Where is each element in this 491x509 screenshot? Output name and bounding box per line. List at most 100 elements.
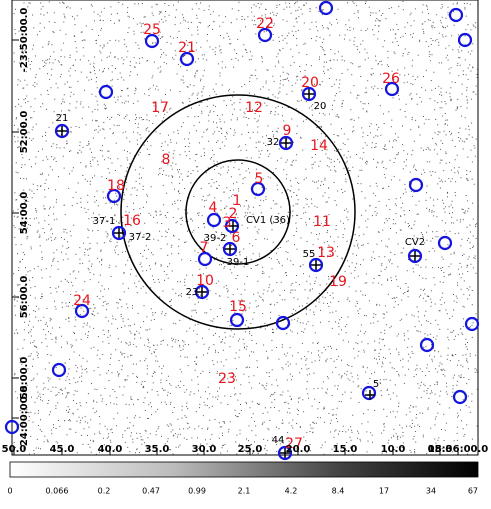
dec-tick-label: -23:50:00.0	[19, 8, 30, 73]
source-label: 2	[229, 206, 238, 222]
plus-marker	[281, 138, 291, 148]
source-circle	[464, 316, 480, 332]
ra-tick-label: 20.0	[286, 444, 311, 455]
source-circle	[4, 419, 20, 435]
source-circle	[448, 7, 464, 23]
source-label: 12	[245, 100, 263, 116]
source-label: 25	[143, 22, 161, 38]
plus-marker	[365, 390, 375, 400]
source-circle	[229, 312, 245, 328]
colorbar-label: 34	[426, 487, 436, 496]
noise-layer	[13, 1, 478, 455]
noise-dots	[13, 1, 478, 455]
source-label: 6	[232, 230, 241, 246]
source-circle	[250, 181, 266, 197]
source-label: 1	[233, 193, 242, 209]
plus-marker	[114, 228, 124, 238]
source-label: 11	[313, 214, 331, 230]
ra-tick-label: 10.0	[381, 444, 406, 455]
source-label: 20	[301, 75, 319, 91]
source-label: 18	[107, 178, 125, 194]
source-circle	[222, 241, 238, 257]
colorbar-label: 17	[379, 487, 389, 496]
annotation: 32	[267, 137, 280, 148]
source-label: 14	[310, 138, 328, 154]
source-circle	[318, 0, 334, 16]
colorbar-label: 4.2	[285, 487, 298, 496]
source-circle	[457, 32, 473, 48]
source-circle	[54, 123, 70, 139]
plus-marker	[311, 260, 321, 270]
annotation: 37-1	[93, 216, 116, 227]
source-label: 26	[382, 71, 400, 87]
annotation: 21	[56, 113, 69, 124]
dec-tick-label: 58:00.0	[19, 357, 30, 400]
source-circle	[144, 33, 160, 49]
source-label: 5	[255, 171, 264, 187]
source-circle	[407, 248, 423, 264]
source-circle	[206, 212, 222, 228]
source-label: 16	[123, 213, 141, 229]
source-circle	[308, 257, 324, 273]
source-circle	[194, 284, 210, 300]
annotation: 23	[186, 287, 199, 298]
annotation: 39-2	[204, 233, 227, 244]
source-label: 4	[209, 200, 218, 216]
source-label: 13	[317, 245, 335, 261]
ra-tick-label: 25.0	[238, 444, 263, 455]
source-label: 9	[283, 123, 292, 139]
source-circle	[111, 225, 127, 241]
source-circle	[278, 135, 294, 151]
source-circle	[98, 84, 114, 100]
ra-tick-label: 40.0	[98, 444, 123, 455]
source-label: 23	[218, 371, 236, 387]
plus-marker	[280, 448, 290, 458]
ra-tick-label: 45.0	[50, 444, 75, 455]
source-circle	[437, 235, 453, 251]
source-circle	[384, 81, 400, 97]
source-label: 22	[256, 16, 274, 32]
source-label: 17	[151, 100, 169, 116]
colorbar-label: 8.4	[332, 487, 345, 496]
plus-marker	[304, 89, 314, 99]
ra-tick-label: 18:36:00.0	[428, 444, 489, 455]
source-label: 21	[178, 40, 196, 56]
colorbar-label: 0.2	[98, 487, 111, 496]
colorbar-label: 0.99	[188, 487, 206, 496]
plus-marker	[410, 251, 420, 261]
source-circle	[361, 385, 377, 401]
annotation: 20	[314, 101, 327, 112]
dec-tick-label: 56:00.0	[19, 276, 30, 319]
annotation: 55	[303, 249, 316, 260]
source-circle	[179, 51, 195, 67]
annotation: CV1 (36)	[246, 215, 290, 226]
source-label: 8	[162, 152, 171, 168]
source-label: 24	[73, 293, 91, 309]
annotation: 5	[373, 379, 379, 390]
annotation: 44	[272, 435, 285, 446]
dec-tick-label: 52:00.0	[19, 111, 30, 154]
plus-marker	[228, 221, 238, 231]
colorbar-label: 0.47	[142, 487, 160, 496]
colorbar-label: 2.1	[238, 487, 251, 496]
source-circle	[275, 315, 291, 331]
source-label: 15	[229, 299, 247, 315]
source-circle	[277, 445, 293, 461]
image-frame	[11, 0, 479, 456]
ra-tick-label: 50.0	[2, 444, 27, 455]
plus-marker	[57, 126, 67, 136]
source-circle	[419, 337, 435, 353]
source-circle	[257, 27, 273, 43]
dec-tick-label: 54:00.0	[19, 192, 30, 235]
source-circle	[74, 303, 90, 319]
source-circle	[301, 86, 317, 102]
source-label: 19	[329, 274, 347, 290]
annotation: 37-2	[129, 232, 152, 243]
source-circle	[51, 362, 67, 378]
ra-tick-label: 05.0	[428, 444, 453, 455]
colorbar-label: 0	[7, 487, 12, 496]
inner-ring	[185, 159, 291, 265]
annotation: CV2	[405, 237, 425, 248]
source-circle	[197, 251, 213, 267]
